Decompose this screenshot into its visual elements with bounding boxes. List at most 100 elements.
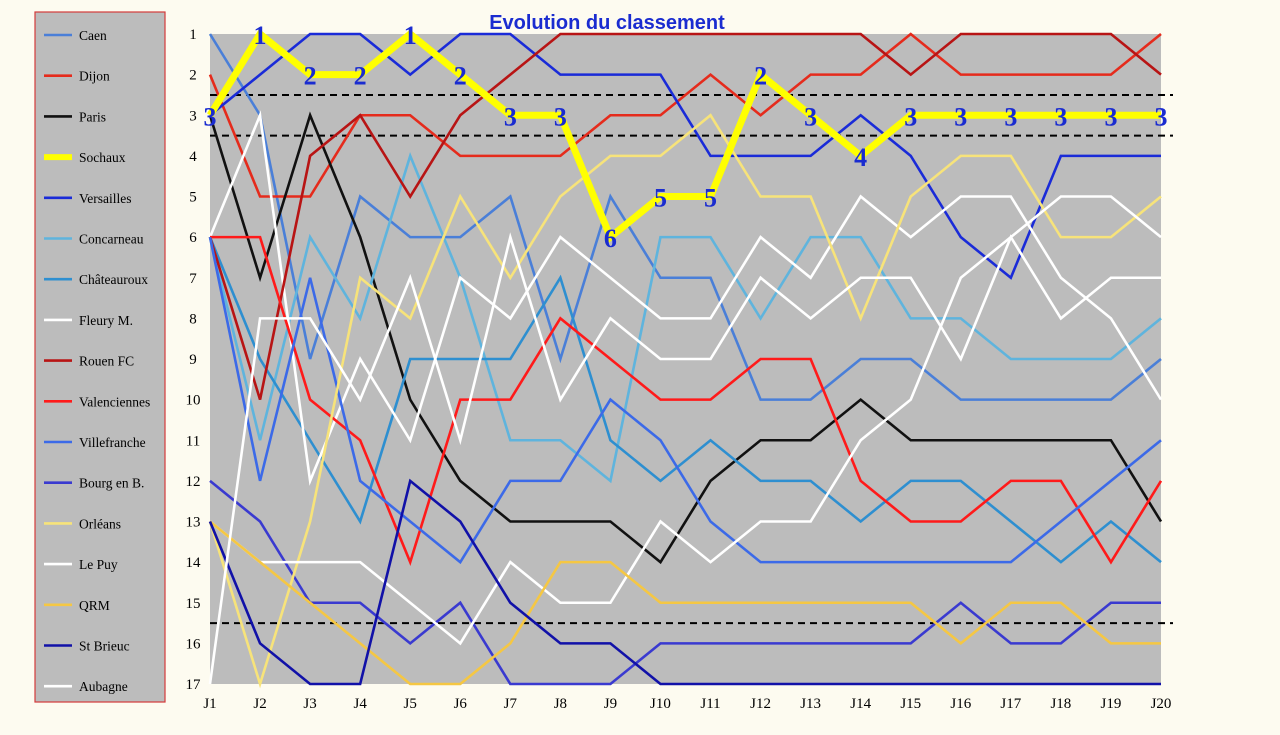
highlight-label: 1 [404,21,417,50]
legend-label: Orléans [79,516,121,531]
legend-label: Paris [79,109,106,124]
x-tick-label: J15 [900,696,921,712]
series-line-versailles [209,32,1161,280]
highlight-label: 2 [354,62,367,91]
x-tick-label: J17 [1000,696,1021,712]
legend-item-fleury-m: Fleury M. [44,313,133,328]
x-axis-ticks: J1 J2 J3 J4 J5 J6 J7 J8 J9 J10 J11 J12 J13 J14 J15 J16 J… [203,696,1171,712]
legend: Caen Dijon Paris Sochaux Versailles Concarnea… [34,11,166,703]
series-line-aubagne [208,232,1161,685]
legend-label: Fleury M. [79,313,133,328]
legend-item-caen: Caen [44,28,107,43]
highlight-label: 2 [304,62,317,91]
highlight-label: 3 [204,102,217,131]
legend-item-bourg-en-b: Bourg en B. [44,476,144,491]
series-line-dijon [208,32,1162,198]
legend-label: Caen [79,28,107,43]
y-tick-label: 6 [189,230,197,246]
series-lines [207,28,1163,689]
legend-box [34,11,166,703]
series-line-orleans [208,113,1162,689]
legend-label: Villefranche [79,435,146,450]
legend-label: Aubagne [79,679,128,694]
legend-item-orleans: Orléans [44,516,121,531]
highlight-label: 3 [904,102,917,131]
legend-label: Rouen FC [79,354,134,369]
x-tick-label: J7 [504,696,518,712]
y-tick-label: 10 [186,393,201,409]
legend-item-st-brieuc: St Brieuc [44,639,130,654]
y-tick-label: 13 [186,515,201,531]
highlight-label: 2 [454,62,467,91]
legend-item-concarneau: Concarneau [44,232,144,247]
legend-label: Versailles [79,191,131,206]
x-tick-label: J9 [604,696,617,712]
y-tick-label: 15 [186,596,201,612]
y-tick-label: 9 [189,352,197,368]
legend-item-valenciennes: Valenciennes [44,394,150,409]
legend-label: QRM [79,598,110,613]
series-line-villefranche [208,236,1162,565]
legend-item-aubagne: Aubagne [44,679,128,694]
series-line-concarneau [208,152,1162,484]
x-tick-label: J1 [203,696,216,712]
legend-label: St Brieuc [79,639,130,654]
highlight-label: 4 [854,143,867,172]
legend-label: Concarneau [79,232,144,247]
legend-item-versailles: Versailles [44,191,131,206]
x-tick-label: J18 [1050,696,1071,712]
legend-item-villefranche: Villefranche [44,435,146,450]
x-tick-label: J10 [650,696,671,712]
y-tick-label: 12 [186,474,201,490]
legend-label: Valenciennes [79,394,150,409]
y-tick-label: 16 [186,636,202,652]
x-tick-label: J20 [1151,696,1172,712]
legend-item-le-puy: Le Puy [44,557,118,572]
highlight-label: 3 [954,102,967,131]
series-line-rouen-fc [208,32,1162,401]
series-line-chateauroux [208,236,1162,564]
y-tick-label: 11 [186,433,200,449]
highlight-label: 3 [1004,102,1017,131]
x-tick-label: J19 [1101,696,1122,712]
highlight-label: 5 [704,184,717,213]
series-line-valenciennes [210,235,1163,566]
legend-label: Châteauroux [79,272,148,287]
y-tick-label: 7 [189,271,197,287]
highlight-label: 5 [654,184,667,213]
series-line-fleury-m [208,110,1163,486]
legend-item-rouen-fc: Rouen FC [44,354,134,369]
x-tick-label: J4 [353,696,367,712]
x-tick-label: J16 [950,696,971,712]
reference-lines [210,93,1173,625]
legend-label: Bourg en B. [79,476,144,491]
series-line-sochaux [207,28,1161,243]
x-tick-label: J2 [253,696,266,712]
legend-label: Sochaux [79,150,126,165]
series-line-le-puy [209,195,1162,646]
y-tick-label: 8 [189,311,197,327]
x-tick-label: J13 [800,696,821,712]
x-tick-label: J5 [404,696,417,712]
highlight-label: 3 [1155,102,1168,131]
x-tick-label: J8 [554,696,567,712]
highlight-label: 3 [554,102,567,131]
x-tick-label: J6 [454,696,468,712]
chart-title: Evolution du classement [489,12,725,34]
legend-item-paris: Paris [44,109,106,124]
highlight-label: 3 [1054,102,1067,131]
x-tick-label: J14 [850,696,871,712]
y-tick-label: 1 [189,27,197,43]
legend-item-chateauroux: Châteauroux [44,272,148,287]
highlight-label: 3 [504,102,517,131]
highlight-label: 1 [254,21,267,50]
x-tick-label: J11 [700,696,720,712]
highlight-label: 3 [804,102,817,131]
y-tick-label: 14 [186,555,202,571]
legend-item-qrm: QRM [44,598,110,613]
x-tick-label: J3 [303,696,316,712]
highlight-position-labels: 3 1 2 2 1 2 3 3 6 5 5 2 3 4 3 3 3 3 3 3 [204,21,1168,253]
legend-label: Dijon [79,69,110,84]
